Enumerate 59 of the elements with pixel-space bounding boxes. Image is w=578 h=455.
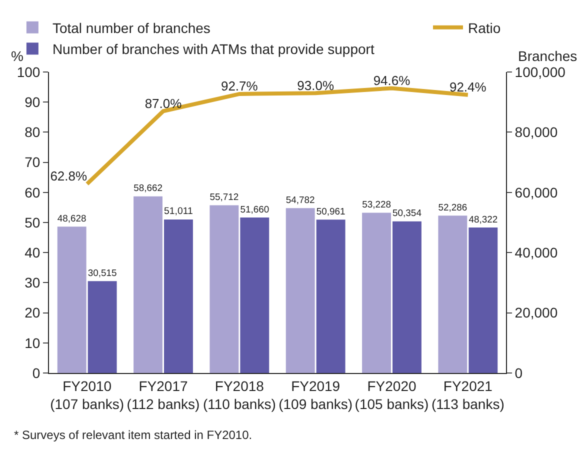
y-tick-label: 0 — [32, 364, 40, 381]
x-tick-label: FY2019 (109 banks) — [278, 378, 353, 412]
bar — [286, 208, 315, 373]
data-label: 62.8% — [50, 168, 88, 184]
data-label: 58,662 — [134, 183, 162, 194]
data-label: 55,712 — [210, 192, 239, 204]
legend-label: Total number of branches — [52, 20, 210, 36]
y2-tick-label: 60,000 — [514, 184, 558, 200]
legend-label: Number of branches with ATMs that provide support — [52, 41, 374, 58]
y2-tick-label: 40,000 — [514, 244, 558, 260]
bar — [57, 226, 86, 373]
y-tick-label: 90 — [24, 94, 40, 110]
data-label: 53,228 — [362, 200, 391, 211]
data-label: 92.7% — [220, 78, 258, 94]
text: * Surveys of relevant item started in FY2010. — [14, 428, 252, 442]
y2-tick-label: 100,000 — [514, 64, 566, 80]
x-tick-label: FY2020 (105 banks) — [354, 378, 429, 412]
bar — [362, 212, 391, 373]
y2-tick-label: 0 — [514, 364, 523, 381]
data-label: 50,354 — [392, 208, 422, 220]
y-tick-label: 50 — [24, 214, 40, 230]
y-tick-label: 100 — [16, 64, 40, 80]
bar — [468, 228, 498, 373]
y-tick-label: 70 — [24, 154, 40, 170]
bar — [88, 281, 117, 373]
data-label: 30,515 — [88, 268, 117, 279]
y-tick-label: 40 — [24, 244, 40, 260]
bar — [134, 196, 162, 373]
data-label: 93.0% — [297, 78, 334, 93]
legend-label: Ratio — [468, 20, 501, 36]
bar — [438, 216, 468, 373]
x-tick-label: FY2010 (107 banks) — [50, 378, 124, 412]
y2-tick-label: 80,000 — [514, 124, 558, 140]
y-tick-label: 60 — [24, 184, 40, 200]
data-label: 51,660 — [240, 204, 270, 216]
bar — [392, 221, 422, 373]
data-label: 50,961 — [316, 206, 346, 218]
y-axis-title: % — [11, 48, 24, 64]
data-label: 48,628 — [57, 213, 86, 224]
y-tick-label: 30 — [24, 274, 40, 291]
y-tick-label: 10 — [24, 334, 40, 351]
x-tick-label: FY2018 (110 banks) — [202, 378, 276, 412]
bar — [164, 219, 193, 373]
data-label: 94.6% — [373, 73, 411, 88]
x-tick-label: FY2021 (113 banks) — [431, 378, 504, 412]
data-label: 48,322 — [468, 214, 498, 226]
y2-axis-title: Branches — [518, 48, 578, 64]
bar — [240, 218, 270, 373]
data-label: 92.4% — [449, 80, 487, 95]
bar — [316, 220, 346, 373]
y-tick-label: 20 — [24, 304, 40, 321]
data-label: 87.0% — [144, 96, 182, 111]
y-tick-label: 80 — [24, 124, 40, 140]
data-label: 54,782 — [286, 194, 315, 206]
bar — [210, 205, 239, 373]
data-label: 52,286 — [438, 202, 468, 214]
y2-tick-label: 20,000 — [514, 304, 558, 321]
x-tick-label: FY2017 (112 banks) — [126, 378, 200, 412]
data-label: 51,011 — [164, 206, 193, 218]
